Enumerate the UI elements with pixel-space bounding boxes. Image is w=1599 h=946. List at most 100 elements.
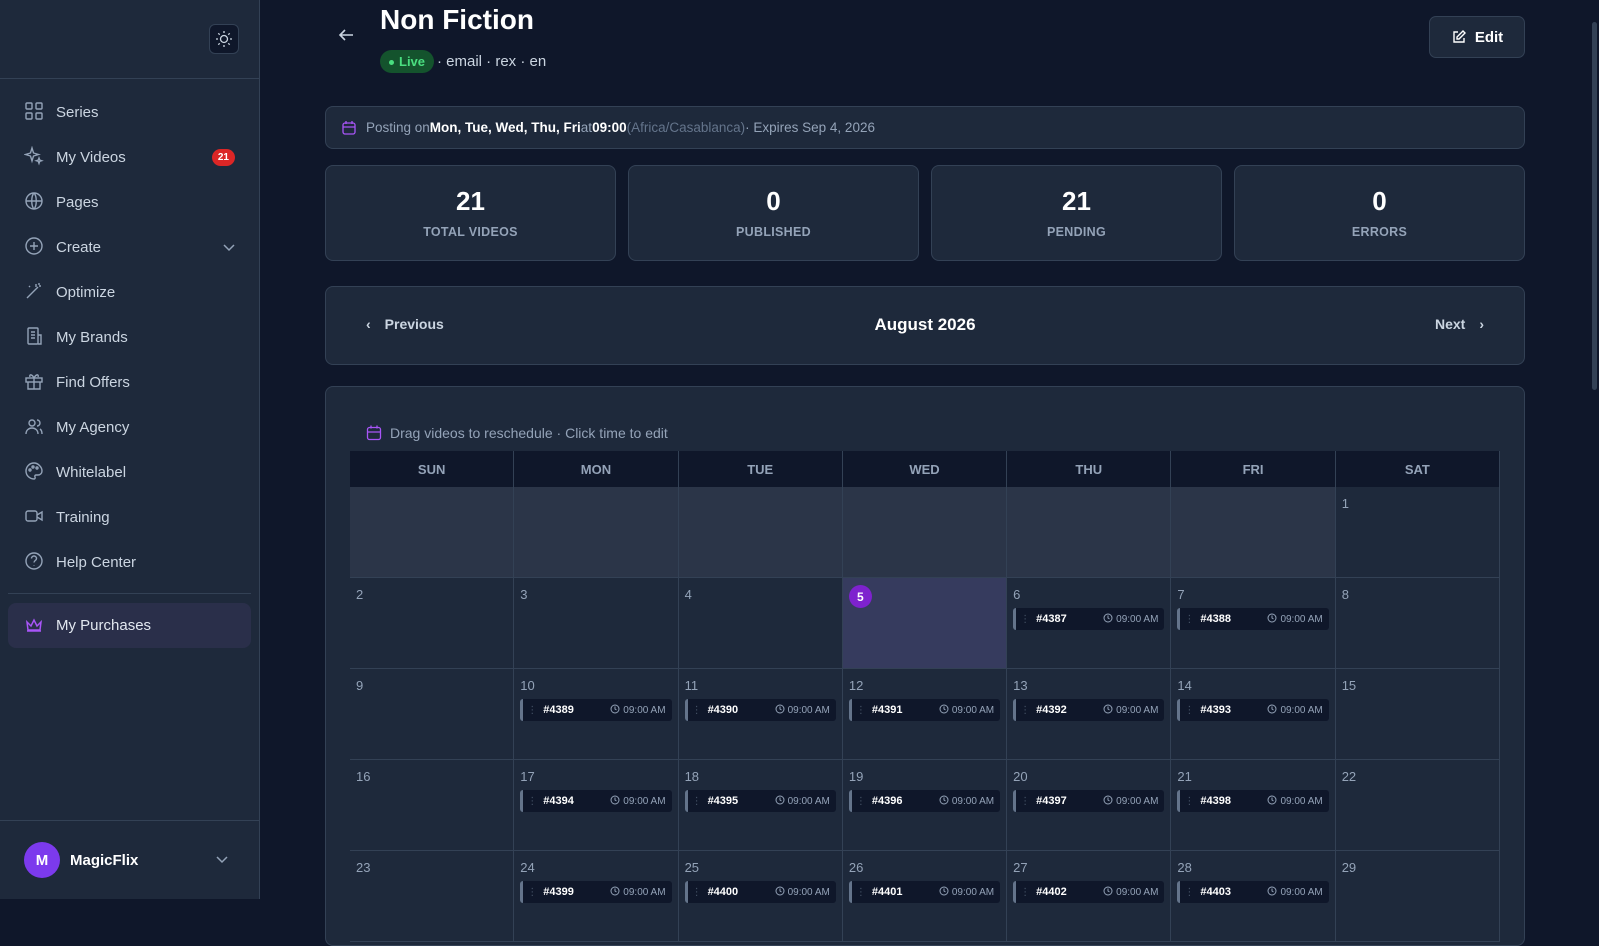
video-chip[interactable]: ⋮ #4399 09:00 AM xyxy=(520,881,672,903)
nav-item[interactable]: Find Offers xyxy=(8,360,251,405)
day-cell: 15 xyxy=(1335,669,1500,760)
video-time[interactable]: 09:00 AM xyxy=(1267,704,1323,717)
video-time[interactable]: 09:00 AM xyxy=(1267,613,1323,626)
theme-toggle[interactable] xyxy=(209,24,239,54)
nav-item[interactable]: My Videos 21 xyxy=(8,135,251,180)
clock-icon xyxy=(775,886,788,899)
video-chip[interactable]: ⋮ #4388 09:00 AM xyxy=(1177,608,1329,630)
weekday: TUE xyxy=(678,451,843,487)
previous-button[interactable]: ‹ Previous xyxy=(366,316,444,332)
clock-icon xyxy=(775,704,788,717)
video-time[interactable]: 09:00 AM xyxy=(1103,613,1158,626)
stat-label: ERRORS xyxy=(1351,225,1408,239)
video-time[interactable]: 09:00 AM xyxy=(939,704,994,717)
day-cell: 11 ⋮ #4390 09:00 AM xyxy=(678,669,843,760)
nav-item[interactable]: Whitelabel xyxy=(8,450,251,495)
nav-icon xyxy=(24,101,56,125)
video-time[interactable]: 09:00 AM xyxy=(610,886,666,899)
nav-item[interactable]: Optimize xyxy=(8,270,251,315)
nav-icon xyxy=(23,145,56,170)
video-time[interactable]: 09:00 AM xyxy=(939,795,994,808)
day-cell: 27 ⋮ #4402 09:00 AM xyxy=(1007,851,1172,942)
video-time[interactable]: 09:00 AM xyxy=(939,886,994,899)
day-cell: 5 xyxy=(842,578,1008,669)
stat-label: TOTAL VIDEOS xyxy=(423,225,518,239)
day-cell: 18 ⋮ #4395 09:00 AM xyxy=(678,760,843,851)
drag-handle: ⋮ xyxy=(1184,886,1195,898)
calendar: Drag videos to reschedule · Click time t… xyxy=(325,386,1525,946)
day-cell: 21 ⋮ #4398 09:00 AM xyxy=(1171,760,1336,851)
day-number: 27 xyxy=(1013,860,1028,875)
nav-item[interactable]: Create xyxy=(8,225,251,270)
video-chip[interactable]: ⋮ #4392 09:00 AM xyxy=(1013,699,1165,721)
day-cell xyxy=(678,487,843,578)
time-label: 09:00 AM xyxy=(1280,795,1323,807)
user-menu[interactable]: M MagicFlix xyxy=(0,820,260,899)
video-id: #4389 xyxy=(543,704,574,716)
nav-item[interactable]: Training xyxy=(8,495,251,540)
video-time[interactable]: 09:00 AM xyxy=(1103,886,1158,899)
video-time[interactable]: 09:00 AM xyxy=(1267,795,1323,808)
video-chip[interactable]: ⋮ #4391 09:00 AM xyxy=(848,699,1001,721)
day-cell: 19 ⋮ #4396 09:00 AM xyxy=(842,760,1008,851)
nav-label: Help Center xyxy=(56,554,137,571)
video-chip[interactable]: ⋮ #4389 09:00 AM xyxy=(520,699,672,721)
day-cell: 28 ⋮ #4403 09:00 AM xyxy=(1171,851,1336,942)
stat-label: PUBLISHED xyxy=(736,225,811,239)
month-title: August 2026 xyxy=(874,315,976,334)
day-cell: 2 xyxy=(350,578,515,669)
video-time[interactable]: 09:00 AM xyxy=(1267,886,1323,899)
stat-card: 21 PENDING xyxy=(931,165,1222,261)
stat-card: 0 PUBLISHED xyxy=(628,165,919,261)
day-number: 13 xyxy=(1013,678,1028,693)
video-id: #4403 xyxy=(1200,886,1232,898)
video-chip[interactable]: ⋮ #4387 09:00 AM xyxy=(1013,608,1165,630)
video-chip[interactable]: ⋮ #4397 09:00 AM xyxy=(1013,790,1165,812)
video-time[interactable]: 09:00 AM xyxy=(775,795,830,808)
video-time[interactable]: 09:00 AM xyxy=(1103,795,1158,808)
day-cell: 16 xyxy=(350,760,515,851)
video-chip[interactable]: ⋮ #4403 09:00 AM xyxy=(1177,881,1329,903)
day-cell: 12 ⋮ #4391 09:00 AM xyxy=(842,669,1008,760)
next-label: Next xyxy=(1434,316,1466,332)
clock-icon xyxy=(939,886,952,899)
time-label: 09:00 AM xyxy=(1116,613,1159,625)
time-label: 09:00 AM xyxy=(1116,886,1159,898)
nav-item[interactable]: My Brands xyxy=(8,315,251,360)
video-chip[interactable]: ⋮ #4398 09:00 AM xyxy=(1177,790,1329,812)
calendar-icon xyxy=(342,121,356,135)
video-time[interactable]: 09:00 AM xyxy=(610,704,666,717)
video-chip[interactable]: ⋮ #4390 09:00 AM xyxy=(684,699,836,721)
video-chip[interactable]: ⋮ #4395 09:00 AM xyxy=(684,790,836,812)
video-chip[interactable]: ⋮ #4393 09:00 AM xyxy=(1177,699,1329,721)
back-button[interactable] xyxy=(337,26,355,44)
clock-icon xyxy=(775,795,788,808)
stat-value: 0 xyxy=(1372,186,1387,216)
nav-item[interactable]: Pages xyxy=(8,180,251,225)
video-chip[interactable]: ⋮ #4400 09:00 AM xyxy=(684,881,836,903)
video-chip[interactable]: ⋮ #4396 09:00 AM xyxy=(848,790,1001,812)
day-number: 8 xyxy=(1341,587,1349,602)
video-chip[interactable]: ⋮ #4402 09:00 AM xyxy=(1013,881,1165,903)
clock-icon xyxy=(1267,886,1280,899)
video-time[interactable]: 09:00 AM xyxy=(775,886,830,899)
video-chip[interactable]: ⋮ #4394 09:00 AM xyxy=(520,790,672,812)
nav-item[interactable]: Series xyxy=(8,90,251,135)
clock-icon xyxy=(1103,704,1116,717)
next-button[interactable]: Next › xyxy=(1434,316,1484,332)
video-time[interactable]: 09:00 AM xyxy=(610,795,666,808)
day-cell: 29 xyxy=(1335,851,1500,942)
nav-item[interactable]: My Agency xyxy=(8,405,251,450)
video-time[interactable]: 09:00 AM xyxy=(775,704,830,717)
day-cell: 14 ⋮ #4393 09:00 AM xyxy=(1171,669,1336,760)
nav-purchases[interactable]: My Purchases xyxy=(8,603,251,648)
video-chip[interactable]: ⋮ #4401 09:00 AM xyxy=(848,881,1001,903)
video-time[interactable]: 09:00 AM xyxy=(1103,704,1158,717)
nav-item[interactable]: Help Center xyxy=(8,540,251,585)
divider xyxy=(0,78,260,79)
edit-button[interactable]: Edit xyxy=(1429,16,1525,58)
nav-icon xyxy=(24,371,56,395)
day-cell: 25 ⋮ #4400 09:00 AM xyxy=(678,851,843,942)
drag-handle: ⋮ xyxy=(855,795,866,807)
